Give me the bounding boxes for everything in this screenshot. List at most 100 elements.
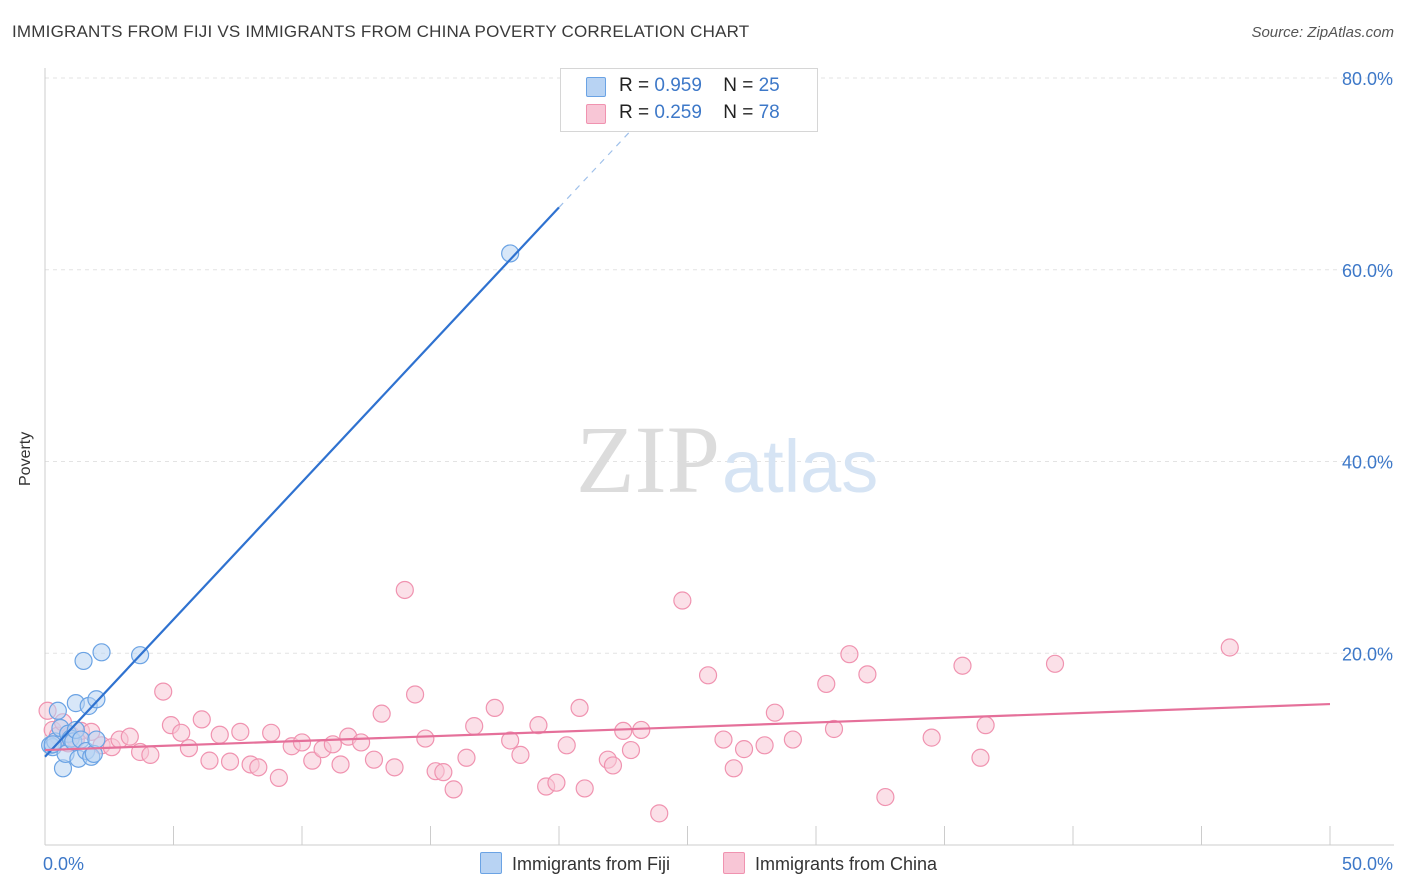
legend-n-value-china: 78 [758,102,780,123]
data-point-china [876,787,895,807]
data-point-fiji [92,643,111,662]
data-point-china [650,804,669,823]
legend-swatch-china [586,104,606,124]
legend-swatch-fiji [586,77,606,97]
data-point-china [953,656,972,675]
data-point-china [734,740,754,759]
y-tick-label: 20.0% [1342,644,1393,664]
bottom-legend-label-fiji: Immigrants from Fiji [512,854,671,874]
data-point-china [501,731,520,750]
data-point-china [372,704,391,723]
chart-source: Source: ZipAtlas.com [1251,24,1394,41]
data-point-china [179,739,199,758]
data-point-china [192,710,211,729]
data-point-china [120,727,139,746]
data-point-china [434,763,453,782]
bottom-legend-swatch-china [723,852,745,874]
y-tick-label: 60.0% [1342,261,1393,281]
data-point-china [303,751,322,770]
series-china [38,580,1239,823]
data-point-china [557,736,576,755]
data-point-china [385,758,404,777]
trend-line-extension-fiji [558,124,637,208]
data-point-china [1045,654,1065,673]
data-point-china [352,733,371,752]
data-point-china [269,768,288,787]
data-point-china [714,730,733,749]
data-point-china [141,745,160,764]
data-point-fiji [74,651,93,671]
data-point-china [858,665,877,684]
legend-r-label: R = [619,102,655,123]
trend-line-china [44,702,1331,752]
data-point-china [444,780,463,799]
data-point-fiji [48,701,67,720]
data-point-china [971,748,990,767]
data-point-china [765,703,784,722]
data-point-china [698,666,718,685]
data-point-china [465,717,484,736]
data-point-china [621,740,641,760]
data-point-china [262,723,281,742]
data-point-china [416,729,435,748]
data-point-china [614,721,633,741]
data-point-china [210,725,229,744]
data-point-china [457,748,476,767]
data-point-china [364,750,384,769]
bottom-legend-fiji: Immigrants from Fiji [480,852,670,875]
data-point-fiji [501,244,520,263]
data-point-china [575,779,594,798]
legend-r-label: R = [619,75,655,96]
data-point-china [603,756,623,775]
x-tick-label-max: 50.0% [1342,854,1393,874]
x-tick-label-min: 0.0% [43,854,84,874]
legend-n-label: N = [723,75,759,96]
data-point-china [485,698,504,717]
y-tick-label: 80.0% [1342,69,1393,89]
data-point-china [724,759,743,778]
data-point-china [323,735,342,754]
legend-r-value-fiji: 0.959 [654,75,702,96]
watermark-atlas: atlas [722,425,878,508]
data-point-china [220,752,240,771]
data-point-china [922,728,941,747]
data-point-china [1220,638,1239,657]
data-point-china [172,723,191,742]
data-point-china [529,716,548,735]
trend-lines [44,124,1331,758]
bottom-legend-china: Immigrants from China [723,852,937,875]
legend-r-value-china: 0.259 [654,102,702,123]
legend-row-fiji: R = 0.959 N = 25 [586,75,780,97]
legend: R = 0.959 N = 25 R = 0.259 N = 78 [560,68,818,132]
data-point-china [783,730,802,749]
data-point-china [405,685,425,704]
trend-line-fiji [44,206,560,758]
legend-n-value-fiji: 25 [758,75,780,96]
data-point-fiji [87,730,106,749]
data-point-china [824,719,844,739]
tick-labels: 20.0% 40.0% 60.0% 80.0% 0.0% 50.0% [43,69,1393,874]
data-point-china [570,698,589,717]
data-point-china [154,682,173,701]
legend-row-china: R = 0.259 N = 78 [586,102,780,124]
chart-title: IMMIGRANTS FROM FIJI VS IMMIGRANTS FROM … [12,22,750,41]
y-tick-label: 40.0% [1342,453,1393,473]
data-point-china [755,736,774,755]
gridlines [45,77,1394,654]
data-points [38,244,1239,823]
data-point-china [331,755,350,774]
data-point-china [511,745,530,764]
data-point-china [547,773,566,792]
bottom-legend-label-china: Immigrants from China [755,854,938,874]
data-point-china [249,758,268,777]
watermark-zip: ZIP [576,406,720,513]
legend-n-label: N = [723,102,759,123]
data-point-china [200,751,219,770]
data-point-china [976,716,995,735]
series-fiji [41,244,520,778]
data-point-fiji [87,690,106,709]
data-point-china [817,674,836,694]
data-point-china [840,645,859,664]
data-point-china [231,722,250,741]
